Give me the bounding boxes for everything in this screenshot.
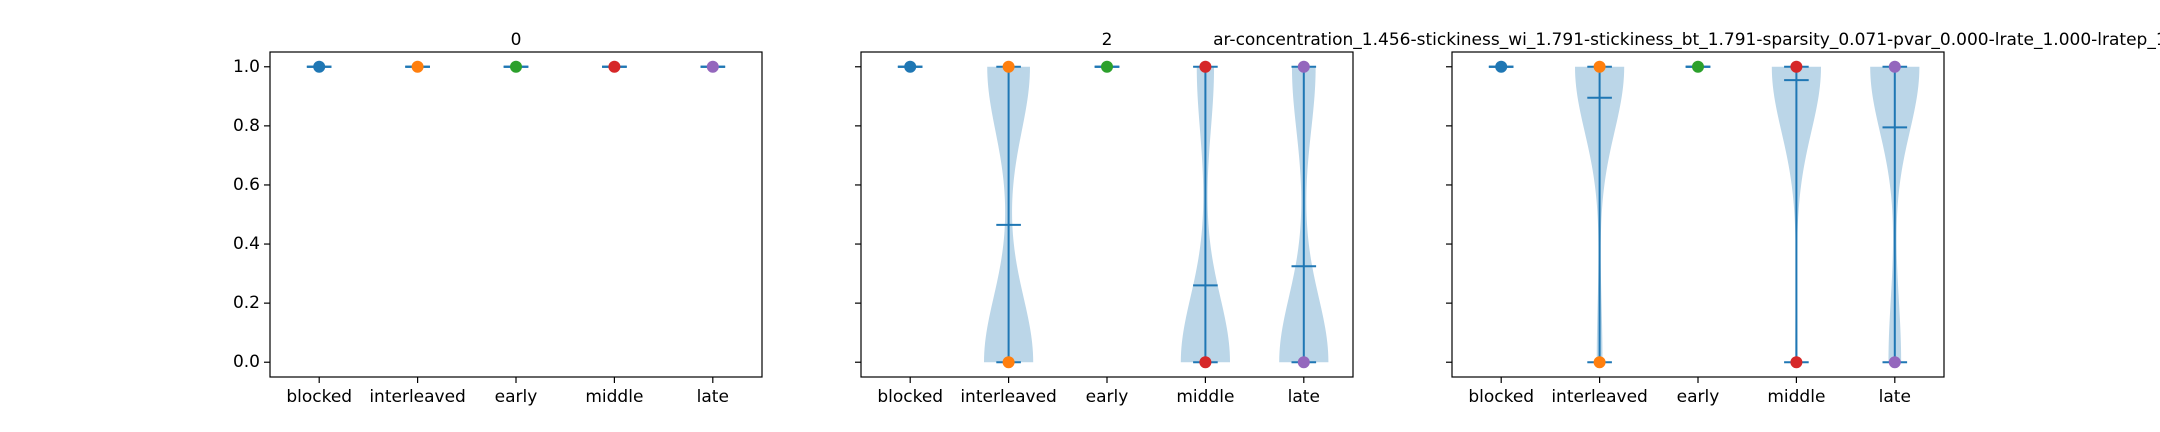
x-tick-label: early bbox=[495, 387, 538, 407]
x-tick-label: early bbox=[1086, 387, 1129, 407]
point bbox=[411, 60, 424, 73]
x-tick-label: late bbox=[1288, 387, 1320, 407]
x-tick-label: late bbox=[1879, 387, 1911, 407]
point bbox=[1888, 60, 1901, 73]
panel-title: ar-concentration_1.456-stickiness_wi_1.7… bbox=[1213, 30, 2160, 50]
point bbox=[1692, 60, 1704, 73]
panel-title: 2 bbox=[1102, 30, 1113, 50]
point bbox=[510, 60, 522, 73]
x-tick-label: middle bbox=[1176, 387, 1234, 407]
x-tick-label: early bbox=[1677, 387, 1720, 407]
point bbox=[706, 60, 719, 73]
x-tick-label: interleaved bbox=[1551, 387, 1648, 407]
y-tick-label: 0.0 bbox=[233, 352, 260, 372]
axes-frame bbox=[860, 51, 1354, 378]
point bbox=[1297, 60, 1310, 73]
point bbox=[1199, 60, 1212, 73]
point bbox=[1790, 60, 1803, 73]
x-tick-label: interleaved bbox=[960, 387, 1057, 407]
point bbox=[904, 60, 917, 73]
axes-frame bbox=[269, 51, 763, 378]
point bbox=[1888, 356, 1901, 369]
point bbox=[1790, 356, 1803, 369]
point bbox=[1495, 60, 1508, 73]
point bbox=[1593, 356, 1606, 369]
y-tick-label: 0.2 bbox=[233, 293, 260, 313]
axes-frame bbox=[1451, 51, 1945, 378]
point bbox=[1002, 356, 1015, 369]
point bbox=[1297, 356, 1310, 369]
point bbox=[313, 60, 326, 73]
x-tick-label: interleaved bbox=[369, 387, 466, 407]
point bbox=[608, 60, 621, 73]
x-tick-label: blocked bbox=[286, 387, 352, 407]
x-tick-label: blocked bbox=[877, 387, 943, 407]
point bbox=[1199, 356, 1212, 369]
y-tick-label: 0.6 bbox=[233, 175, 260, 195]
point bbox=[1002, 60, 1015, 73]
y-tick-label: 0.8 bbox=[233, 116, 260, 136]
y-tick-label: 1.0 bbox=[233, 57, 260, 77]
x-tick-label: late bbox=[697, 387, 729, 407]
x-tick-label: middle bbox=[1767, 387, 1825, 407]
x-tick-label: blocked bbox=[1468, 387, 1534, 407]
x-tick-label: middle bbox=[585, 387, 643, 407]
point bbox=[1593, 60, 1606, 73]
y-tick-label: 0.4 bbox=[233, 234, 260, 254]
point bbox=[1101, 60, 1113, 73]
panel-title: 0 bbox=[511, 30, 522, 50]
